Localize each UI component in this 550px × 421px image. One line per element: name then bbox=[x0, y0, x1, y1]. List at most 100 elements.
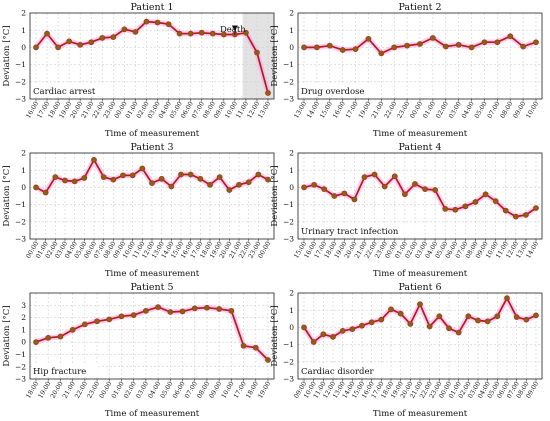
data-point bbox=[533, 205, 539, 211]
ytick-label: 2 bbox=[289, 9, 294, 18]
data-point bbox=[436, 313, 443, 320]
ytick-label: −1 bbox=[15, 350, 26, 359]
annotation-text: Hip fracture bbox=[33, 367, 86, 377]
data-point bbox=[191, 305, 198, 312]
y-axis-label: Deviation [°C] bbox=[270, 25, 280, 86]
data-point bbox=[52, 174, 59, 180]
ytick-label: −2 bbox=[283, 217, 294, 226]
data-point bbox=[94, 318, 100, 325]
data-point bbox=[484, 318, 491, 325]
data-point bbox=[255, 171, 262, 178]
ytick-label: 1 bbox=[21, 166, 26, 175]
axes-frame bbox=[29, 292, 275, 380]
ytick-label: 2 bbox=[289, 149, 294, 158]
ytick-label: 0 bbox=[289, 323, 294, 332]
data-point bbox=[381, 183, 388, 190]
data-point bbox=[66, 38, 72, 45]
data-point bbox=[118, 313, 125, 320]
data-point bbox=[455, 41, 462, 48]
ytick-label: −1 bbox=[283, 340, 294, 349]
annotation-text: Cardiac disorder bbox=[301, 367, 374, 377]
data-point bbox=[120, 172, 126, 179]
data-point bbox=[426, 323, 433, 330]
xtick-label: 19:00 bbox=[257, 381, 272, 400]
data-point bbox=[45, 334, 52, 341]
ytick-label: 0 bbox=[289, 43, 294, 52]
data-point bbox=[265, 176, 271, 183]
panel-title: Patient 2 bbox=[398, 2, 441, 13]
data-point bbox=[494, 39, 501, 46]
data-point bbox=[44, 30, 50, 37]
ytick-label: −1 bbox=[283, 200, 294, 209]
data-point bbox=[155, 304, 161, 310]
data-point bbox=[301, 324, 307, 331]
data-point bbox=[220, 31, 227, 38]
data-point bbox=[91, 157, 97, 163]
data-point bbox=[442, 43, 449, 50]
ytick-label: −3 bbox=[15, 235, 26, 244]
ytick-label: 1 bbox=[289, 166, 294, 175]
event-arrow-head bbox=[231, 25, 238, 31]
data-point bbox=[462, 203, 469, 210]
panel-2: −3−2−101213:0014:0015:0016:0017:0019:002… bbox=[270, 2, 543, 139]
panel-6: −3−2−101209:0010:0011:0012:0013:0014:001… bbox=[270, 282, 543, 419]
ytick-label: 1 bbox=[289, 306, 294, 315]
y-axis-label: Deviation [°C] bbox=[270, 165, 280, 226]
ytick-label: −3 bbox=[283, 95, 294, 104]
data-point bbox=[62, 177, 68, 184]
data-point bbox=[407, 321, 414, 327]
data-point bbox=[351, 196, 358, 203]
data-point bbox=[310, 339, 317, 345]
data-point bbox=[455, 329, 462, 336]
data-point bbox=[388, 306, 394, 313]
ytick-label: 0 bbox=[289, 183, 294, 192]
ytick-label: 0 bbox=[21, 338, 26, 347]
data-point bbox=[57, 333, 64, 340]
data-point bbox=[417, 301, 423, 308]
panel-title: Patient 1 bbox=[130, 2, 173, 13]
data-point bbox=[265, 357, 271, 363]
data-point bbox=[81, 175, 88, 181]
data-point bbox=[331, 193, 338, 199]
data-point bbox=[442, 206, 449, 212]
ytick-label: −2 bbox=[283, 77, 294, 86]
ytick-label: −1 bbox=[283, 60, 294, 69]
annotation-box bbox=[32, 365, 99, 377]
data-point bbox=[432, 187, 438, 193]
ytick-label: 0 bbox=[21, 43, 26, 52]
data-point bbox=[378, 316, 385, 323]
annotation-box bbox=[300, 225, 424, 237]
data-point bbox=[81, 321, 88, 328]
data-point bbox=[472, 199, 479, 205]
annotation-text: Drug overdose bbox=[301, 87, 364, 97]
xtick-label: 10:00 bbox=[525, 101, 540, 120]
y-axis-label: Deviation [°C] bbox=[2, 165, 12, 226]
data-point bbox=[533, 39, 539, 46]
panel-title: Patient 4 bbox=[398, 142, 441, 153]
series-line bbox=[303, 173, 537, 218]
data-point bbox=[523, 212, 529, 218]
y-axis-label: Deviation [°C] bbox=[2, 25, 12, 86]
ytick-label: 2 bbox=[21, 149, 26, 158]
ytick-label: 1 bbox=[21, 26, 26, 35]
data-point bbox=[481, 39, 488, 46]
panel-4: −3−2−101215:0016:0017:0018:0019:0020:002… bbox=[270, 142, 543, 279]
x-axis-label: Time of measurement bbox=[373, 269, 468, 279]
data-point bbox=[326, 42, 333, 49]
axes-frame bbox=[297, 152, 543, 240]
x-axis-label: Time of measurement bbox=[105, 269, 200, 279]
data-point bbox=[121, 26, 128, 33]
data-point bbox=[88, 39, 95, 46]
data-point bbox=[520, 43, 526, 50]
data-point bbox=[339, 47, 346, 53]
data-point bbox=[301, 184, 307, 191]
data-point bbox=[504, 295, 510, 302]
data-point bbox=[71, 178, 78, 185]
x-axis-label: Time of measurement bbox=[373, 129, 468, 139]
data-point bbox=[106, 316, 113, 323]
data-point bbox=[446, 325, 452, 332]
x-axis-label: Time of measurement bbox=[373, 409, 468, 419]
y-axis-label: Deviation [°C] bbox=[2, 305, 12, 366]
series-line bbox=[35, 20, 269, 94]
panel-title: Patient 6 bbox=[398, 282, 441, 293]
